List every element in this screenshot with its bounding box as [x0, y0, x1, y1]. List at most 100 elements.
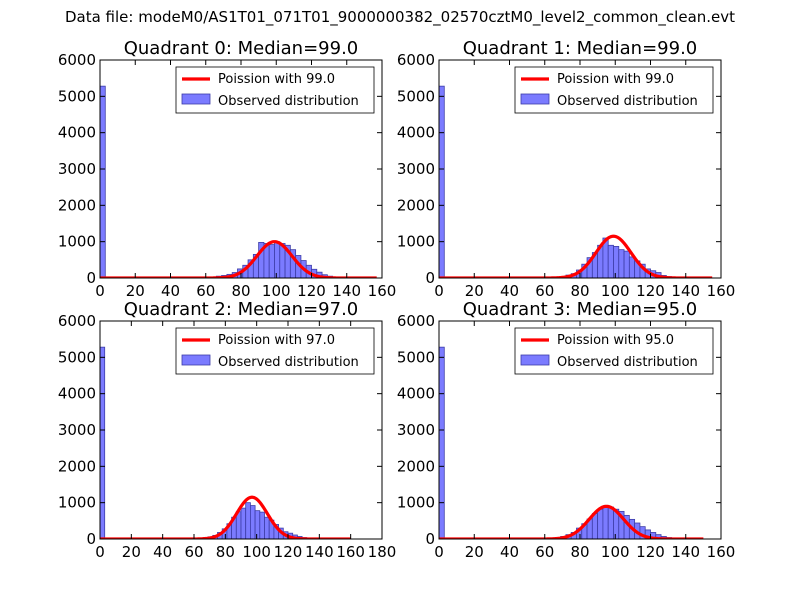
x-tick-label: 140	[671, 282, 700, 300]
x-tick-label: 0	[434, 282, 444, 300]
quadrant-1-panel: 0 20 40 60 80 100 120 140 160 0 1000 2000 3000 4000 50…	[397, 38, 736, 300]
x-tick-label: 60	[184, 543, 203, 561]
x-tick-label: 80	[231, 282, 250, 300]
x-tick-label: 0	[95, 282, 105, 300]
x-tick-label: 180	[368, 543, 397, 561]
y-tick-label: 4000	[397, 124, 435, 142]
histogram-bar	[607, 506, 614, 539]
histogram-bar	[245, 502, 251, 539]
legend-box	[175, 327, 375, 375]
y-tick-label: 0	[425, 269, 435, 287]
legend-fit-label: Poission with 99.0	[557, 72, 674, 87]
x-tick-label: 160	[368, 282, 397, 300]
y-tick-label: 1000	[397, 233, 435, 251]
y-tick-label: 5000	[58, 348, 96, 366]
y-tick-label: 3000	[58, 160, 96, 178]
histogram-bar	[602, 505, 609, 539]
histogram-bar	[439, 85, 445, 278]
legend-bar-swatch	[520, 354, 550, 366]
x-tick-label: 40	[500, 282, 519, 300]
histogram-bar	[628, 256, 636, 278]
plot-content	[100, 346, 352, 539]
panel-title: Quadrant 1: Median=99.0	[463, 38, 698, 59]
x-tick-label: 120	[297, 282, 326, 300]
x-tick-label: 40	[500, 543, 519, 561]
x-tick-label: 0	[434, 543, 444, 561]
x-tick-label: 160	[707, 282, 736, 300]
x-tick-label: 20	[122, 543, 141, 561]
histogram-bar	[439, 346, 445, 539]
x-tick-label: 0	[95, 543, 105, 561]
x-tick-label: 60	[535, 282, 554, 300]
x-tick-label: 20	[126, 282, 145, 300]
histogram-bar	[100, 346, 106, 539]
x-tick-label: 80	[216, 543, 235, 561]
y-tick-label: 2000	[58, 196, 96, 214]
x-tick-label: 60	[535, 543, 554, 561]
x-tick-label: 120	[274, 543, 303, 561]
poisson-fit-line	[100, 240, 378, 278]
y-tick-label: 0	[425, 530, 435, 548]
legend-box	[514, 66, 714, 114]
y-tick-label: 4000	[58, 124, 96, 142]
legend-fit-label: Poission with 95.0	[557, 333, 674, 348]
panel-title: Quadrant 2: Median=97.0	[124, 299, 359, 320]
poisson-fit-line	[439, 234, 713, 278]
x-tick-label: 160	[707, 543, 736, 561]
histogram-bar	[268, 244, 275, 278]
x-tick-label: 40	[161, 282, 180, 300]
x-tick-label: 80	[570, 282, 589, 300]
y-tick-label: 5000	[397, 348, 435, 366]
legend-fit-label: Poission with 97.0	[218, 333, 335, 348]
x-tick-label: 80	[570, 543, 589, 561]
figure-title: Data file: modeM0/AS1T01_071T01_90000003…	[64, 8, 736, 26]
plot-content	[439, 85, 713, 278]
y-tick-label: 1000	[397, 494, 435, 512]
y-tick-label: 2000	[397, 457, 435, 475]
y-tick-label: 1000	[58, 233, 96, 251]
y-tick-label: 4000	[397, 385, 435, 403]
y-tick-label: 3000	[58, 421, 96, 439]
x-tick-label: 60	[196, 282, 215, 300]
histogram-bar	[607, 244, 614, 278]
plot-content	[100, 85, 378, 278]
legend-bar-swatch	[181, 354, 211, 366]
legend-bar-label: Observed distribution	[218, 94, 359, 109]
x-tick-label: 20	[465, 543, 484, 561]
y-tick-label: 5000	[58, 87, 96, 105]
y-tick-label: 3000	[397, 421, 435, 439]
histogram-bar	[254, 510, 261, 539]
x-tick-label: 140	[332, 282, 361, 300]
y-tick-label: 1000	[58, 494, 96, 512]
y-tick-label: 2000	[397, 196, 435, 214]
y-tick-label: 0	[86, 269, 96, 287]
y-tick-label: 6000	[58, 51, 96, 69]
x-tick-label: 120	[636, 543, 665, 561]
y-tick-label: 3000	[397, 160, 435, 178]
x-tick-label: 100	[601, 282, 630, 300]
legend-box	[514, 327, 714, 375]
x-tick-label: 120	[636, 282, 665, 300]
histogram-bar	[249, 505, 256, 539]
x-tick-label: 100	[242, 543, 271, 561]
poisson-fit-line	[439, 504, 705, 539]
y-tick-label: 0	[86, 530, 96, 548]
y-tick-label: 6000	[58, 312, 96, 330]
x-tick-label: 20	[465, 282, 484, 300]
legend-bar-label: Observed distribution	[557, 355, 698, 370]
y-tick-label: 5000	[397, 87, 435, 105]
legend-bar-swatch	[520, 93, 550, 105]
legend-bar-swatch	[181, 93, 211, 105]
legend-bar-label: Observed distribution	[218, 355, 359, 370]
x-tick-label: 140	[305, 543, 334, 561]
x-tick-label: 40	[153, 543, 172, 561]
x-tick-label: 100	[601, 543, 630, 561]
quadrant-2-panel: 0 20 40 60 80 100 120 140 160 180 0 1000 2000 3000 400…	[58, 299, 397, 561]
histogram-bar	[240, 507, 247, 539]
panel-title: Quadrant 0: Median=99.0	[124, 38, 359, 59]
x-tick-label: 140	[671, 543, 700, 561]
y-tick-label: 4000	[58, 385, 96, 403]
histogram-bar	[274, 241, 281, 278]
histogram-bar	[618, 249, 625, 278]
